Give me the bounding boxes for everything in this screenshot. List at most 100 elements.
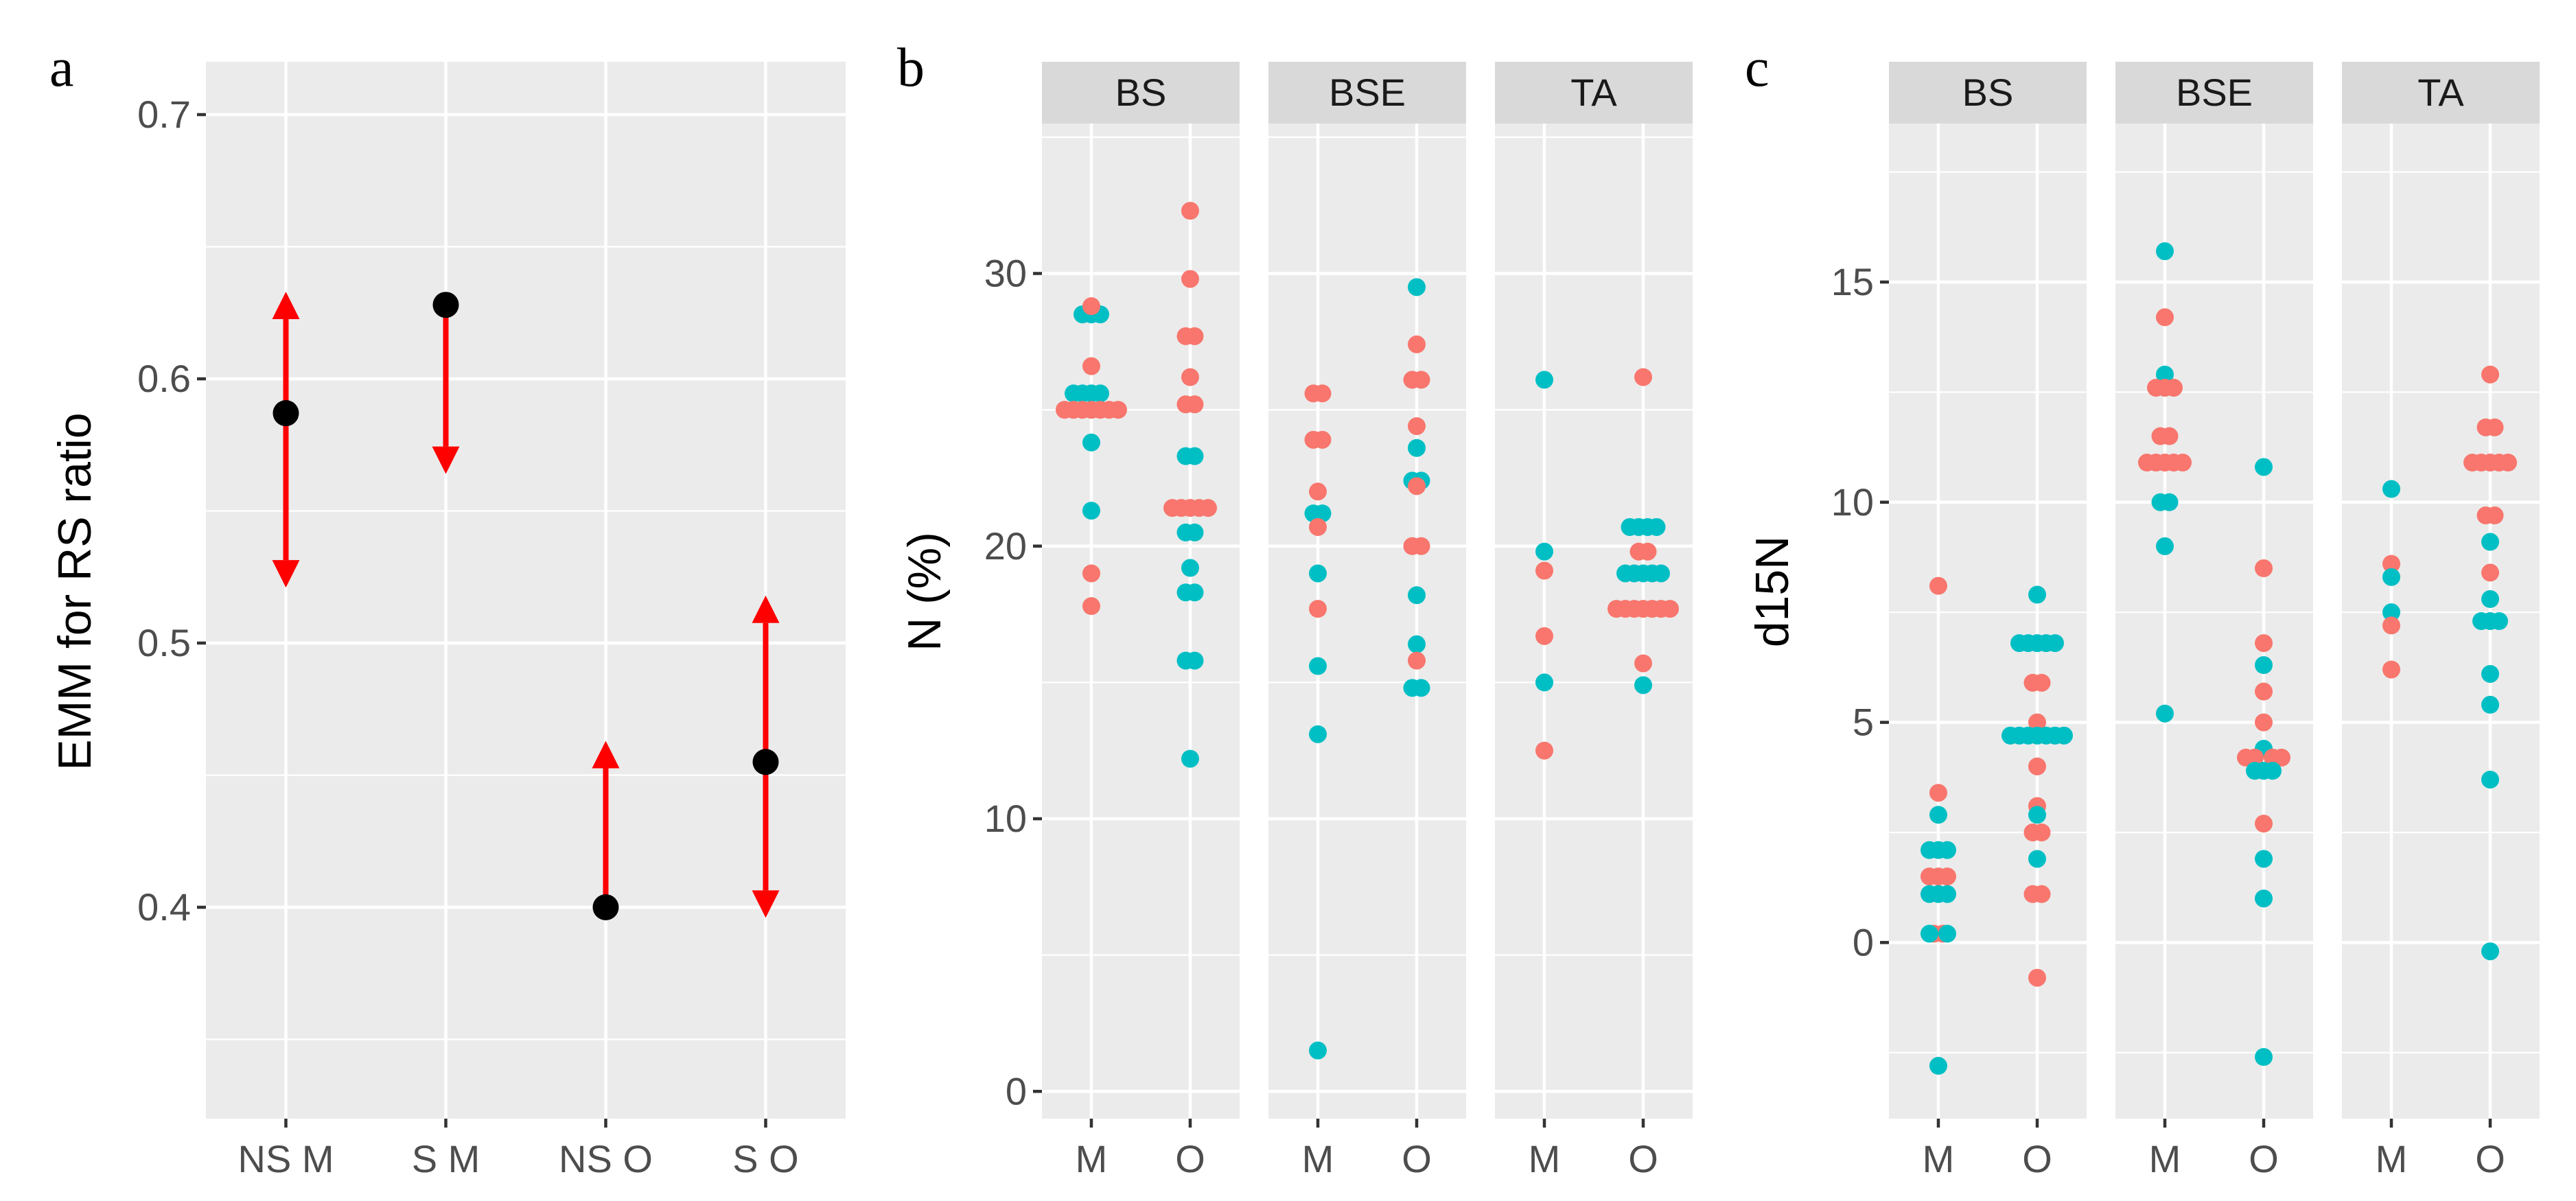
data-point-m bbox=[1408, 477, 1426, 495]
data-point-o bbox=[2156, 537, 2174, 555]
data-point-o bbox=[2481, 942, 2499, 961]
y-tick-label-c: 15 bbox=[1831, 260, 1874, 303]
data-point-m bbox=[1929, 576, 1947, 595]
y-tick-label-b: 30 bbox=[984, 251, 1027, 294]
data-point-o bbox=[2481, 695, 2499, 714]
data-point-m bbox=[2255, 559, 2273, 578]
y-tick-label-a: 0.6 bbox=[137, 357, 191, 400]
data-point-m bbox=[2165, 378, 2183, 397]
data-point-m bbox=[2485, 418, 2504, 436]
data-point-o bbox=[1647, 517, 1666, 536]
emm-point bbox=[752, 749, 779, 776]
y-tick-label-c: 10 bbox=[1831, 480, 1874, 524]
facet-label-b: BS bbox=[1115, 71, 1167, 114]
data-point-m bbox=[2255, 815, 2273, 833]
data-point-o bbox=[1408, 439, 1426, 457]
x-tick-label-b: M bbox=[1076, 1137, 1108, 1180]
facet-label-b: BSE bbox=[1329, 71, 1406, 114]
data-point-m bbox=[2273, 748, 2290, 767]
arrow-head bbox=[272, 560, 300, 588]
data-point-m bbox=[2255, 682, 2273, 701]
data-point-m bbox=[2028, 713, 2046, 732]
data-point-o bbox=[1313, 504, 1332, 523]
y-tick-label-c: 5 bbox=[1853, 701, 1874, 744]
data-point-m bbox=[1109, 401, 1127, 419]
data-point-o bbox=[1091, 384, 1109, 403]
data-point-m bbox=[2032, 885, 2051, 903]
data-point-m bbox=[2160, 427, 2179, 445]
facet-strip-b bbox=[1495, 62, 1693, 124]
panel-background-c bbox=[1889, 124, 2087, 1119]
x-tick-label-b: M bbox=[1529, 1137, 1561, 1180]
data-point-m bbox=[1181, 368, 1199, 386]
data-point-o bbox=[2481, 770, 2499, 789]
panel-background-b bbox=[1042, 124, 1240, 1119]
y-tick-label-c: 0 bbox=[1853, 920, 1874, 964]
data-point-m bbox=[1309, 600, 1327, 618]
data-point-m bbox=[2028, 757, 2046, 776]
data-point-o bbox=[2028, 585, 2046, 604]
data-point-m bbox=[2255, 634, 2273, 653]
data-point-m bbox=[1082, 297, 1100, 316]
data-point-m bbox=[2174, 454, 2192, 472]
y-axis-title-a: EMM for RS ratio bbox=[49, 412, 101, 770]
data-point-m bbox=[1181, 270, 1199, 288]
data-point-m bbox=[1082, 357, 1100, 375]
data-point-m bbox=[1082, 564, 1100, 583]
chart-a: 0.4 0.5 0.6 0.7 NS M S M NS O S O bbox=[137, 62, 846, 1180]
data-point-m bbox=[1185, 327, 1204, 345]
data-point-o bbox=[2156, 704, 2174, 723]
panel-background-c bbox=[2115, 124, 2313, 1119]
x-tick-label-c: M bbox=[2149, 1137, 2181, 1180]
x-tick-label-b: O bbox=[1402, 1137, 1432, 1180]
data-point-m bbox=[2382, 660, 2400, 679]
data-point-m bbox=[1309, 482, 1327, 501]
data-point-o bbox=[2160, 493, 2179, 511]
data-point-m bbox=[1309, 517, 1327, 536]
data-point-m bbox=[1634, 654, 1652, 673]
arrow-head bbox=[432, 446, 460, 474]
emm-point bbox=[272, 400, 299, 427]
data-point-m bbox=[1661, 600, 1679, 618]
data-point-o bbox=[1938, 841, 1956, 859]
data-point-o bbox=[2028, 850, 2046, 868]
data-point-m bbox=[1313, 384, 1332, 403]
arrow-head bbox=[592, 741, 620, 769]
data-point-m bbox=[1082, 597, 1100, 616]
data-point-m bbox=[1199, 499, 1217, 517]
facet-label-b: TA bbox=[1570, 71, 1617, 114]
data-point-o bbox=[1309, 564, 1327, 583]
data-point-o bbox=[2156, 242, 2174, 261]
facet-strip-c bbox=[2115, 62, 2313, 124]
data-point-o bbox=[1185, 523, 1204, 541]
panel-background-a bbox=[206, 62, 846, 1119]
data-point-o bbox=[1634, 676, 1652, 695]
data-point-o bbox=[1938, 924, 1956, 943]
data-point-m bbox=[2382, 555, 2400, 573]
facet-strip-b bbox=[1042, 62, 1240, 124]
data-point-m bbox=[2156, 308, 2174, 327]
y-tick-label-b: 0 bbox=[1006, 1069, 1027, 1112]
arrow-head bbox=[272, 291, 300, 319]
data-point-o bbox=[2490, 612, 2508, 630]
data-point-o bbox=[1938, 885, 1956, 903]
data-point-o bbox=[1535, 542, 1553, 561]
data-point-o bbox=[2481, 590, 2499, 608]
data-point-m bbox=[1929, 784, 1947, 802]
data-point-m bbox=[1535, 627, 1553, 645]
panel-background-c bbox=[2342, 124, 2540, 1119]
data-point-o bbox=[1921, 924, 1938, 943]
data-point-o bbox=[2382, 480, 2400, 498]
data-point-o bbox=[1082, 433, 1100, 452]
arrow-head bbox=[752, 890, 780, 918]
facet-strip-c bbox=[1889, 62, 2087, 124]
data-point-o bbox=[2255, 656, 2273, 675]
facet-strip-c bbox=[2342, 62, 2540, 124]
chart-c: BS M O 0 5 10 15 BSE M O TA M O bbox=[1831, 62, 2540, 1180]
data-point-o bbox=[1185, 583, 1204, 602]
x-tick-label-c: O bbox=[2022, 1137, 2052, 1180]
facet-label-c: BS bbox=[1962, 71, 2014, 114]
data-point-o bbox=[1929, 1057, 1947, 1075]
panel-letter-c: c bbox=[1745, 38, 1769, 98]
